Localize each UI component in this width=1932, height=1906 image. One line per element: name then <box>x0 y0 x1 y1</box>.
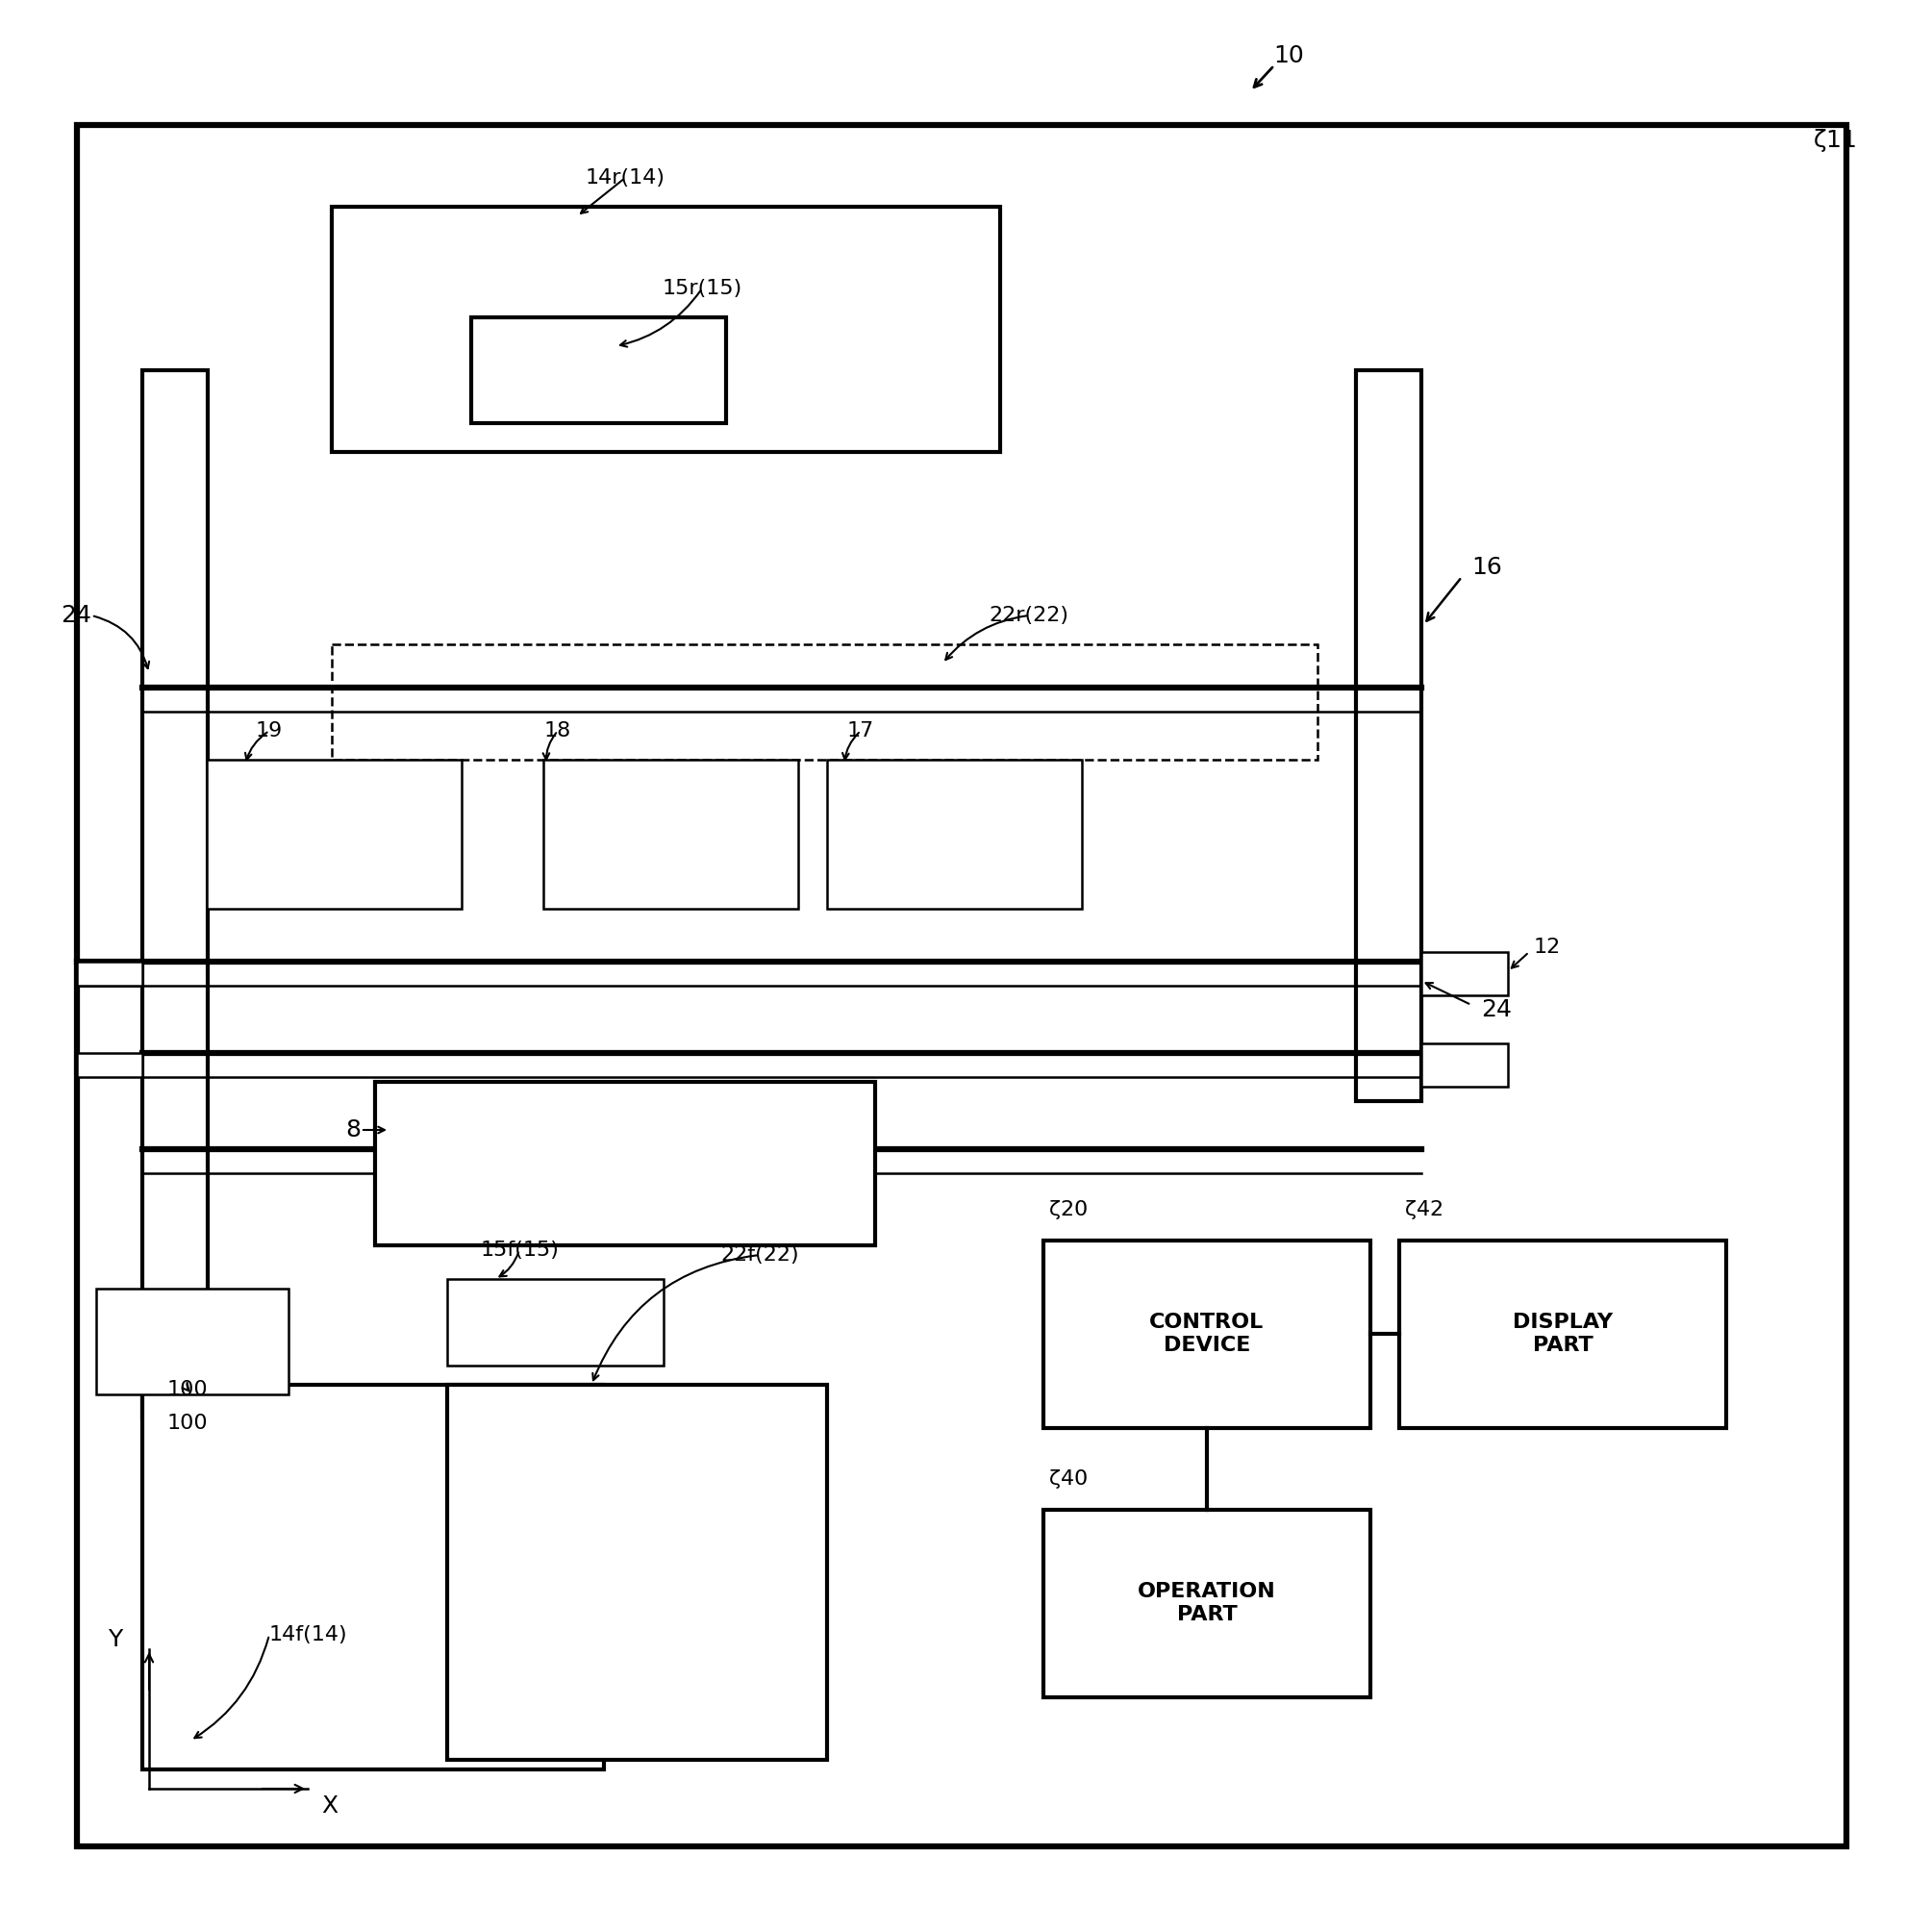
Bar <box>446 1279 663 1365</box>
Text: 14r(14): 14r(14) <box>585 168 665 187</box>
Text: 18: 18 <box>545 720 572 740</box>
Text: $\mathsf{\zeta}$40: $\mathsf{\zeta}$40 <box>1049 1468 1088 1490</box>
Text: 8: 8 <box>346 1119 361 1142</box>
Text: OPERATION
PART: OPERATION PART <box>1138 1582 1275 1624</box>
Bar <box>543 760 798 909</box>
Bar <box>143 370 209 1418</box>
Text: DISPLAY
PART: DISPLAY PART <box>1513 1313 1613 1355</box>
Bar <box>1356 370 1422 1102</box>
Bar <box>1422 1043 1507 1086</box>
Bar <box>332 206 1001 452</box>
Text: CONTROL
DEVICE: CONTROL DEVICE <box>1150 1313 1264 1355</box>
Text: $\mathsf{\zeta}$20: $\mathsf{\zeta}$20 <box>1049 1199 1088 1222</box>
Bar <box>1043 1510 1370 1698</box>
Text: 15r(15): 15r(15) <box>663 278 742 297</box>
Text: $\mathsf{\zeta}$42: $\mathsf{\zeta}$42 <box>1405 1199 1443 1222</box>
Text: $\mathsf{\zeta}$11: $\mathsf{\zeta}$11 <box>1812 128 1857 154</box>
Text: 22f(22): 22f(22) <box>721 1245 800 1264</box>
Text: 12: 12 <box>1534 938 1561 957</box>
Bar <box>207 760 462 909</box>
Text: 19: 19 <box>255 720 282 740</box>
Text: 14f(14): 14f(14) <box>269 1626 348 1645</box>
Bar <box>77 1052 143 1077</box>
Text: 100: 100 <box>166 1414 209 1433</box>
Bar <box>1399 1241 1725 1428</box>
Bar <box>97 1288 288 1395</box>
Bar <box>471 316 726 423</box>
Text: 100: 100 <box>166 1380 209 1399</box>
Bar <box>77 963 143 985</box>
Bar <box>1043 1241 1370 1428</box>
Bar <box>1422 951 1507 995</box>
Text: 22r(22): 22r(22) <box>989 606 1068 625</box>
Text: X: X <box>321 1794 338 1818</box>
Bar <box>827 760 1082 909</box>
Bar <box>143 1386 605 1769</box>
Text: 24: 24 <box>1482 999 1511 1022</box>
Bar <box>332 644 1318 760</box>
Text: 17: 17 <box>846 720 875 740</box>
Bar <box>446 1386 827 1759</box>
Text: 16: 16 <box>1472 557 1501 579</box>
Bar <box>375 1083 875 1245</box>
Text: 15f(15): 15f(15) <box>479 1241 558 1260</box>
Text: Y: Y <box>108 1628 124 1651</box>
Text: 24: 24 <box>60 604 91 627</box>
Text: 10: 10 <box>1273 44 1304 67</box>
